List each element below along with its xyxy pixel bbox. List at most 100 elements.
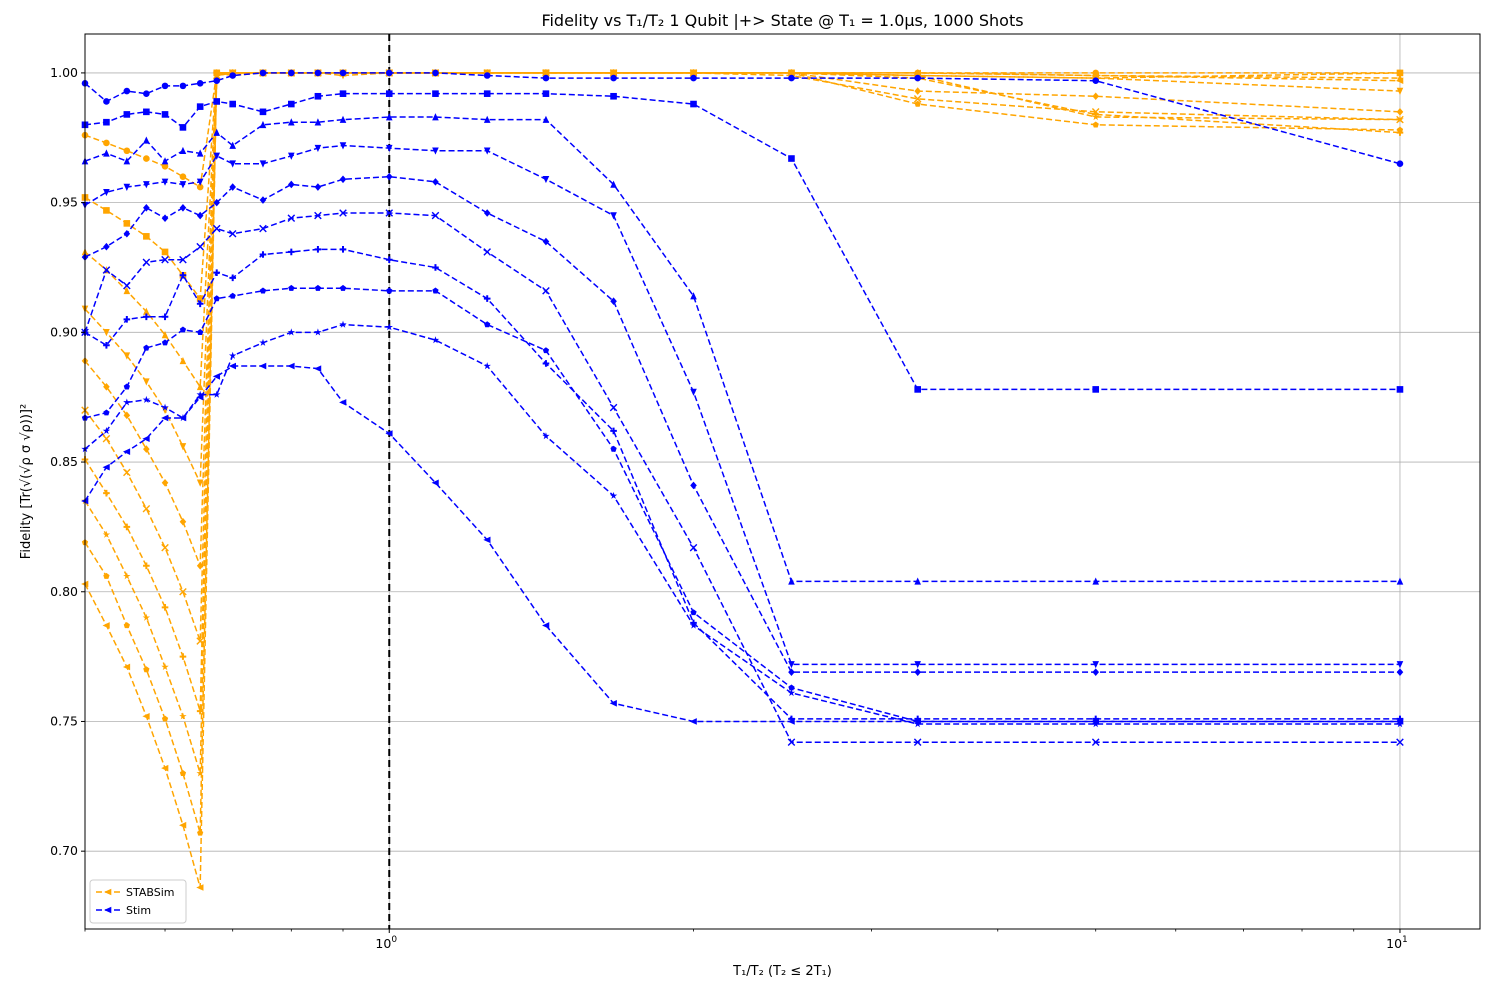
- data-point: [196, 149, 204, 157]
- data-point: [914, 74, 921, 82]
- data-point: [102, 622, 110, 629]
- data-point: [161, 764, 169, 772]
- series-group: [81, 209, 1404, 747]
- data-point: [123, 147, 131, 155]
- data-point: [179, 414, 187, 422]
- data-point: [103, 329, 110, 337]
- data-point: [212, 224, 221, 233]
- data-point: [610, 212, 617, 220]
- data-point: [432, 90, 439, 97]
- data-point: [483, 90, 491, 97]
- series-group: [81, 172, 1404, 676]
- data-point: [483, 248, 491, 256]
- data-point: [213, 295, 220, 302]
- data-point: [179, 443, 187, 451]
- data-point: [314, 328, 322, 336]
- data-point: [913, 738, 922, 747]
- data-point: [196, 178, 204, 186]
- data-point: [229, 72, 236, 79]
- y-tick-label: 0.85: [50, 454, 78, 469]
- data-point: [104, 906, 112, 914]
- data-point: [288, 248, 295, 256]
- y-tick-label: 1.00: [50, 65, 78, 80]
- data-point: [483, 295, 491, 302]
- data-point: [314, 211, 322, 220]
- data-point: [1396, 87, 1404, 95]
- data-point: [229, 274, 236, 282]
- data-point: [229, 100, 236, 108]
- data-point: [1091, 718, 1100, 725]
- data-point: [314, 246, 322, 253]
- data-point: [161, 414, 169, 422]
- data-point: [259, 160, 267, 168]
- data-point: [1092, 92, 1100, 101]
- data-point: [179, 181, 187, 189]
- data-point: [914, 668, 921, 676]
- series-group: [81, 284, 1404, 725]
- data-point: [610, 180, 617, 188]
- data-point: [483, 362, 491, 370]
- data-point: [196, 103, 204, 110]
- data-point: [179, 821, 187, 829]
- data-point: [432, 264, 439, 271]
- data-point: [179, 356, 187, 365]
- data-point: [123, 316, 131, 323]
- data-point: [161, 178, 169, 186]
- data-point: [339, 209, 347, 217]
- data-point: [432, 287, 439, 294]
- data-point: [787, 689, 796, 697]
- data-point: [142, 395, 151, 403]
- data-point: [161, 248, 169, 256]
- data-point: [123, 622, 130, 629]
- data-point: [179, 770, 187, 777]
- data-point: [385, 430, 393, 437]
- legend-label: Stim: [126, 904, 151, 917]
- series-line: [84, 72, 1400, 888]
- data-point: [542, 347, 550, 354]
- data-point: [142, 613, 151, 621]
- series-group: [81, 246, 1404, 723]
- data-point: [196, 382, 204, 391]
- data-point: [161, 406, 169, 415]
- data-point: [179, 255, 187, 264]
- data-point: [1092, 121, 1099, 128]
- data-point: [914, 386, 921, 393]
- data-point: [103, 342, 110, 349]
- x-tick-exponent: 1: [1402, 935, 1408, 945]
- data-point: [102, 530, 111, 538]
- data-point: [143, 90, 150, 97]
- data-point: [213, 77, 221, 84]
- data-point: [314, 69, 322, 77]
- data-point: [1396, 126, 1404, 133]
- data-point: [913, 720, 922, 728]
- data-point: [339, 142, 347, 150]
- data-point: [103, 383, 110, 391]
- data-point: [1091, 72, 1100, 79]
- data-point: [1396, 108, 1404, 116]
- data-point: [196, 479, 204, 487]
- data-point: [484, 321, 491, 328]
- data-point: [914, 661, 921, 669]
- series-line: [84, 175, 1400, 673]
- data-point: [197, 329, 204, 336]
- legend-entry: STABSim: [96, 886, 174, 899]
- data-point: [788, 155, 795, 162]
- y-tick-label: 0.90: [50, 324, 78, 339]
- data-point: [542, 237, 550, 246]
- data-point: [123, 220, 131, 227]
- data-point: [1092, 577, 1100, 585]
- data-point: [288, 284, 295, 291]
- data-point: [339, 175, 347, 184]
- data-point: [161, 478, 169, 487]
- data-point: [431, 479, 439, 487]
- data-point: [542, 69, 550, 77]
- y-tick-label: 0.95: [50, 195, 78, 210]
- data-point: [610, 74, 617, 82]
- legend-box: [89, 879, 187, 924]
- y-tick-label: 0.75: [50, 713, 78, 728]
- data-point: [542, 432, 550, 440]
- data-point: [339, 115, 347, 123]
- data-point: [483, 209, 491, 217]
- data-point: [123, 352, 131, 360]
- data-point: [123, 281, 131, 290]
